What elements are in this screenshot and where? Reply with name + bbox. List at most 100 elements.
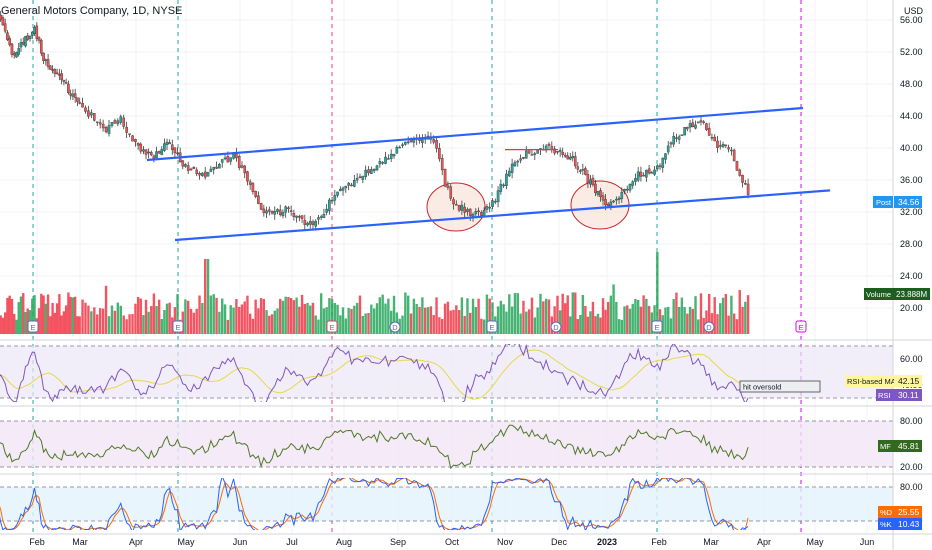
candle-body xyxy=(406,141,410,144)
candle-body xyxy=(144,149,148,155)
time-tick-label: May xyxy=(177,537,195,547)
candle-body xyxy=(270,211,274,214)
candle-body xyxy=(338,189,342,192)
volume-bar xyxy=(384,303,387,334)
candle-body xyxy=(443,168,447,187)
candle-body xyxy=(680,134,684,136)
candle-body xyxy=(466,209,469,212)
volume-bar xyxy=(292,300,296,334)
volume-bar xyxy=(257,308,260,334)
volume-bar xyxy=(317,319,320,334)
candle-body xyxy=(119,116,123,123)
candle-body xyxy=(40,40,43,54)
volume-bar xyxy=(477,298,480,334)
candle-body xyxy=(576,166,580,170)
candle-body xyxy=(389,153,393,160)
volume-bar xyxy=(53,312,57,334)
candle-body xyxy=(28,36,32,39)
volume-bar xyxy=(533,317,536,334)
volume-bar xyxy=(516,293,519,334)
candle-body xyxy=(625,188,629,191)
candle-body xyxy=(240,165,244,168)
candle-body xyxy=(131,135,134,142)
time-axis[interactable]: Feb Mar Apr May Jun Jul Aug Sep Oct Nov Dec 2023 Feb… xyxy=(29,537,874,547)
candle-body xyxy=(157,151,161,154)
price-tick-label: 48.00 xyxy=(900,79,923,89)
candle-body xyxy=(64,82,68,84)
volume-bar xyxy=(229,305,232,334)
pattern-ellipse-dec xyxy=(570,180,630,230)
volume-bar xyxy=(584,305,587,334)
candle-body xyxy=(378,161,382,165)
candle-body xyxy=(446,185,450,188)
volume-bar xyxy=(457,310,461,334)
oversold-note[interactable]: hit oversold xyxy=(739,380,821,393)
volume-bar xyxy=(13,313,16,334)
volume-bar xyxy=(328,298,331,334)
volume-bar xyxy=(415,304,418,334)
time-tick-label: Feb xyxy=(29,537,45,547)
candle-body xyxy=(248,181,252,185)
candle-body xyxy=(243,165,247,174)
volume-bar xyxy=(353,305,356,334)
candle-body xyxy=(404,141,407,145)
volume-bar xyxy=(455,305,458,334)
stochastic-band xyxy=(0,487,893,521)
candle-body xyxy=(384,156,387,164)
candle-body xyxy=(591,177,595,185)
volume-bar xyxy=(432,315,435,334)
volume-bar xyxy=(78,316,81,334)
trend-channel[interactable] xyxy=(146,106,831,242)
volume-bar xyxy=(198,295,201,334)
volume-bar xyxy=(639,306,643,334)
volume-bar xyxy=(589,311,592,334)
volume-bar xyxy=(746,295,750,334)
candle-body xyxy=(42,52,45,61)
candle-body xyxy=(586,174,590,184)
volume-bar xyxy=(168,302,171,334)
volume-bar xyxy=(370,304,373,334)
candle-body xyxy=(122,117,126,127)
volume-bar xyxy=(364,313,367,334)
volume-bar xyxy=(19,296,23,334)
volume-bar xyxy=(157,299,161,334)
candle-body xyxy=(724,144,728,147)
volume-bar xyxy=(259,298,263,334)
candle-body xyxy=(510,163,514,173)
volume-bar xyxy=(553,306,556,334)
candle-body xyxy=(566,155,570,160)
volume-bar xyxy=(235,299,238,334)
volume-bar xyxy=(243,301,246,334)
candle-body xyxy=(212,167,216,170)
volume-bar xyxy=(134,303,137,334)
candle-body xyxy=(358,176,362,179)
dividend-marker: D xyxy=(550,321,562,333)
volume-bar xyxy=(634,298,637,334)
volume-bar xyxy=(6,297,9,334)
price-tick-label: 32.00 xyxy=(900,207,923,217)
rsi-last-label: RSI 30.11 xyxy=(876,389,922,401)
volume-bar xyxy=(491,302,494,334)
volume-bar xyxy=(735,319,739,334)
volume-bar xyxy=(355,302,359,334)
rsi-tick-label: 60.00 xyxy=(900,354,923,364)
candle-body xyxy=(259,203,263,210)
candle-body xyxy=(573,156,577,167)
candle-body xyxy=(347,182,350,186)
volume-bar xyxy=(295,297,298,334)
volume-bar xyxy=(206,259,210,334)
time-tick-label: Dec xyxy=(551,537,568,547)
channel-upper-line xyxy=(146,106,804,162)
candle-body xyxy=(173,147,177,154)
volume-bar xyxy=(576,319,580,334)
volume-bar xyxy=(574,292,577,334)
candle-body xyxy=(604,199,607,206)
indicator-bands xyxy=(0,345,893,522)
volume-value: 23.888M xyxy=(896,290,927,299)
candle-body xyxy=(223,157,227,160)
candle-body xyxy=(688,123,692,128)
volume-bar xyxy=(544,298,548,334)
